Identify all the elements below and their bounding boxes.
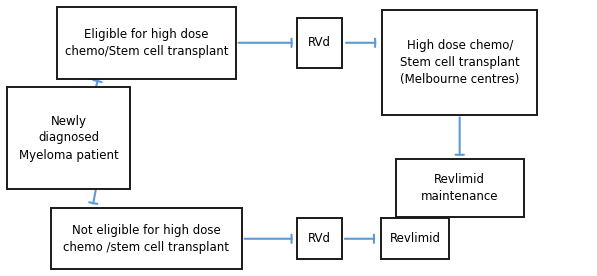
- Text: Revlimid: Revlimid: [389, 232, 441, 245]
- FancyBboxPatch shape: [381, 218, 449, 259]
- FancyBboxPatch shape: [297, 18, 341, 68]
- Text: Revlimid
maintenance: Revlimid maintenance: [421, 173, 498, 203]
- FancyBboxPatch shape: [297, 218, 341, 259]
- Text: High dose chemo/
Stem cell transplant
(Melbourne centres): High dose chemo/ Stem cell transplant (M…: [400, 39, 519, 86]
- Text: Eligible for high dose
chemo/Stem cell transplant: Eligible for high dose chemo/Stem cell t…: [64, 28, 228, 58]
- FancyBboxPatch shape: [395, 159, 524, 217]
- FancyBboxPatch shape: [382, 10, 537, 115]
- FancyBboxPatch shape: [51, 208, 242, 269]
- FancyBboxPatch shape: [8, 87, 130, 189]
- Text: Not eligible for high dose
chemo /stem cell transplant: Not eligible for high dose chemo /stem c…: [63, 224, 229, 254]
- Text: Newly
diagnosed
Myeloma patient: Newly diagnosed Myeloma patient: [19, 115, 119, 161]
- Text: RVd: RVd: [308, 36, 331, 49]
- FancyBboxPatch shape: [57, 7, 236, 79]
- Text: RVd: RVd: [308, 232, 331, 245]
